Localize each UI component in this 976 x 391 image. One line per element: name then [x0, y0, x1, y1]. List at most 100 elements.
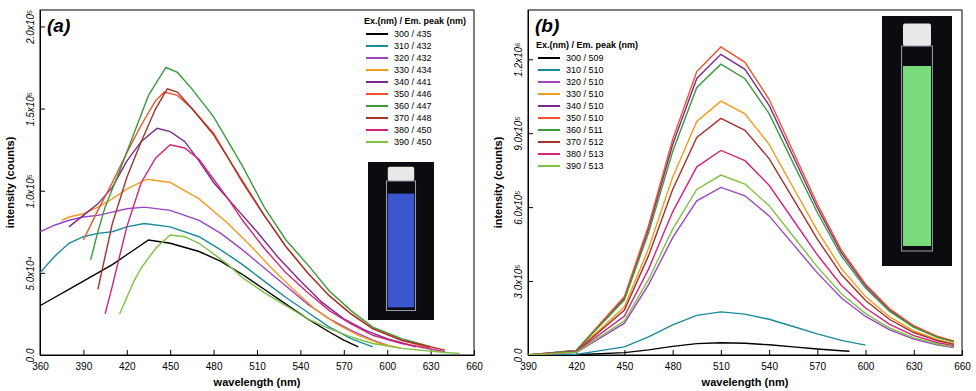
x-tick-mark [962, 350, 963, 355]
x-tick-label: 420 [568, 361, 585, 372]
x-tick-label: 510 [249, 361, 266, 372]
x-axis-title: wavelength (nm) [213, 376, 301, 388]
inset-photo [882, 16, 952, 266]
y-tick: 1.2x10⁶ [513, 43, 533, 77]
x-tick-label: 450 [617, 361, 634, 372]
x-tick: 420 [119, 350, 136, 372]
x-tick-mark [474, 350, 475, 355]
legend-swatch [538, 153, 560, 155]
plot-frame [528, 10, 962, 355]
x-tick: 630 [423, 350, 440, 372]
x-tick-mark [127, 350, 128, 355]
legend-swatch [538, 105, 560, 107]
inset-liquid [388, 194, 414, 308]
chart-svg: 3603904204504805105405706006306600.05.0x… [0, 0, 976, 391]
x-tick-label: 660 [466, 361, 483, 372]
legend-swatch [366, 69, 388, 71]
inset-cap [903, 24, 931, 47]
legend-swatch [538, 165, 560, 167]
legend-swatch [538, 129, 560, 131]
x-tick: 390 [76, 350, 93, 372]
x-tick: 450 [162, 350, 179, 372]
panel: 3603904204504805105405706006306600.05.0x… [4, 10, 483, 388]
x-tick: 510 [713, 350, 730, 372]
legend-swatch [538, 117, 560, 119]
inset-liquid [903, 66, 931, 246]
x-tick-label: 390 [76, 361, 93, 372]
x-tick: 510 [249, 350, 266, 372]
legend-label: 380 / 450 [394, 125, 432, 135]
y-tick-label: 3.0x10⁵ [513, 264, 524, 298]
inset-cuvette [902, 46, 933, 251]
x-tick-mark [673, 350, 674, 355]
legend-label: 370 / 448 [394, 113, 432, 123]
x-tick: 540 [293, 350, 310, 372]
y-tick: 1.0x10⁵ [25, 174, 45, 208]
y-axis: 0.0 5.0x10⁴ 1.0x10⁵ 1.5x10⁵ 2.0x10⁵ [25, 10, 45, 363]
x-tick: 570 [809, 350, 826, 372]
legend-label: 350 / 446 [394, 89, 432, 99]
x-tick-mark [866, 350, 867, 355]
spectrum-line [98, 89, 445, 350]
legend-label: 330 / 434 [394, 65, 432, 75]
y-tick: 2.0x10⁵ [25, 10, 45, 45]
x-tick: 600 [379, 350, 396, 372]
y-tick-mark [40, 355, 45, 356]
legend-label: 320 / 432 [394, 53, 432, 63]
y-tick-label: 5.0x10⁴ [25, 256, 36, 290]
x-tick-label: 540 [761, 361, 778, 372]
x-tick-label: 510 [713, 361, 730, 372]
legend-swatch [366, 117, 388, 119]
x-tick-label: 630 [423, 361, 440, 372]
y-tick: 0.0 [513, 348, 533, 362]
legend-swatch [366, 57, 388, 59]
y-tick-mark [528, 59, 533, 60]
y-tick-mark [40, 191, 45, 192]
inset-background [882, 16, 952, 266]
x-tick-mark [914, 350, 915, 355]
x-tick-mark [170, 350, 171, 355]
legend-label: 310 / 510 [566, 65, 604, 75]
x-tick-label: 600 [858, 361, 875, 372]
legend-swatch [366, 93, 388, 95]
legend-label: 300 / 509 [566, 53, 604, 63]
legend-label: 350 / 510 [566, 113, 604, 123]
y-tick: 0.0 [25, 348, 45, 362]
x-tick-mark [300, 350, 301, 355]
x-tick-mark [83, 350, 84, 355]
legend-label: 390 / 513 [566, 161, 604, 171]
legend-label: 380 / 513 [566, 149, 604, 159]
legend-swatch [366, 141, 388, 143]
legend-label: 310 / 432 [394, 41, 432, 51]
x-tick-label: 540 [293, 361, 310, 372]
axis-line [41, 355, 475, 356]
x-tick-mark [769, 350, 770, 355]
legend-swatch [366, 81, 388, 83]
x-tick-label: 480 [206, 361, 223, 372]
x-tick: 570 [336, 350, 353, 372]
x-axis: 390420450480510540570600630660 [520, 350, 971, 372]
inset-cap [388, 167, 414, 181]
x-tick: 660 [954, 350, 971, 372]
y-tick-label: 2.0x10⁵ [25, 10, 36, 45]
x-tick: 600 [858, 350, 875, 372]
legend-label: 340 / 441 [394, 77, 432, 87]
inset-photo [368, 162, 434, 320]
y-tick: 5.0x10⁴ [25, 256, 45, 290]
x-tick-label: 480 [665, 361, 682, 372]
y-tick-label: 0.0 [25, 348, 36, 362]
y-tick: 1.5x10⁵ [25, 92, 45, 126]
y-tick-label: 9.0x10⁵ [513, 117, 524, 151]
y-tick: 3.0x10⁵ [513, 264, 533, 298]
x-tick: 660 [466, 350, 483, 372]
x-tick-mark [721, 350, 722, 355]
legend-label: 330 / 510 [566, 89, 604, 99]
legend-swatch [538, 81, 560, 83]
spectrum-line [69, 128, 416, 347]
y-tick-label: 1.2x10⁶ [513, 43, 524, 77]
plot-frame [40, 10, 474, 355]
y-axis-title: intensity (counts) [492, 136, 504, 228]
y-tick-mark [528, 355, 533, 356]
legend: Ex.(nm) / Em. peak (nm)300 / 435310 / 43… [364, 16, 466, 147]
x-tick-mark [344, 350, 345, 355]
